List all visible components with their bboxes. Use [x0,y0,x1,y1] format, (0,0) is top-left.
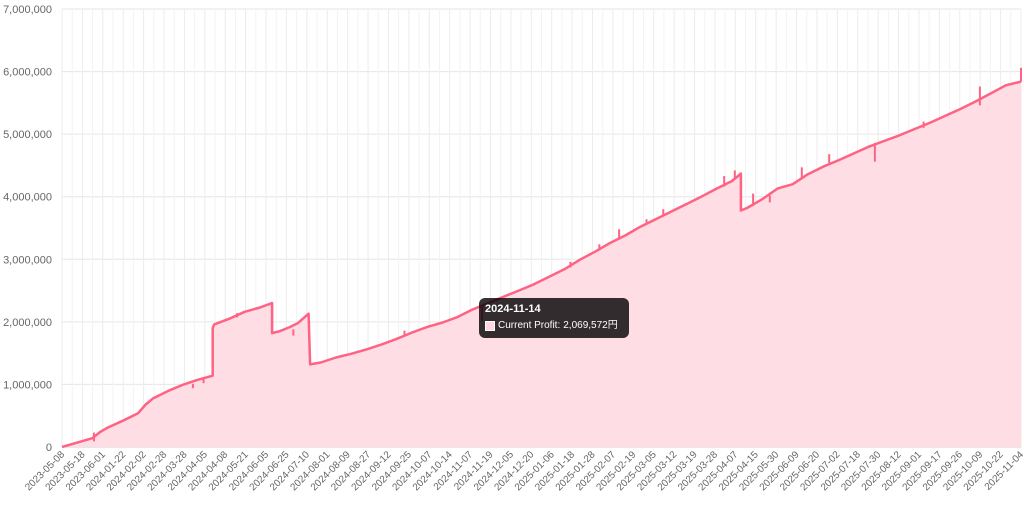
y-tick-label: 7,000,000 [3,4,52,16]
y-tick-label: 1,000,000 [3,379,52,391]
profit-area-fill [62,81,1021,447]
y-tick-label: 5,000,000 [3,129,52,141]
y-tick-label: 0 [46,442,52,454]
tooltip-swatch [485,321,495,331]
y-tick-label: 3,000,000 [3,254,52,266]
x-axis-ticks: 2023-05-082023-05-182023-06-012024-01-22… [23,449,1024,493]
y-tick-label: 2,000,000 [3,317,52,329]
chart-tooltip: 2024-11-14 Current Profit: 2,069,572円 [479,298,629,338]
tooltip-date: 2024-11-14 [485,303,541,315]
y-axis-ticks: 0 1,000,000 2,000,000 3,000,000 4,000,000 5,0… [3,4,52,454]
tooltip-row: Current Profit: 2,069,572円 [485,319,623,333]
y-tick-label: 4,000,000 [3,192,52,204]
y-tick-label: 6,000,000 [3,67,52,79]
tooltip-series-label: Current Profit [498,320,558,331]
tooltip-value: 2,069,572円 [563,320,618,331]
